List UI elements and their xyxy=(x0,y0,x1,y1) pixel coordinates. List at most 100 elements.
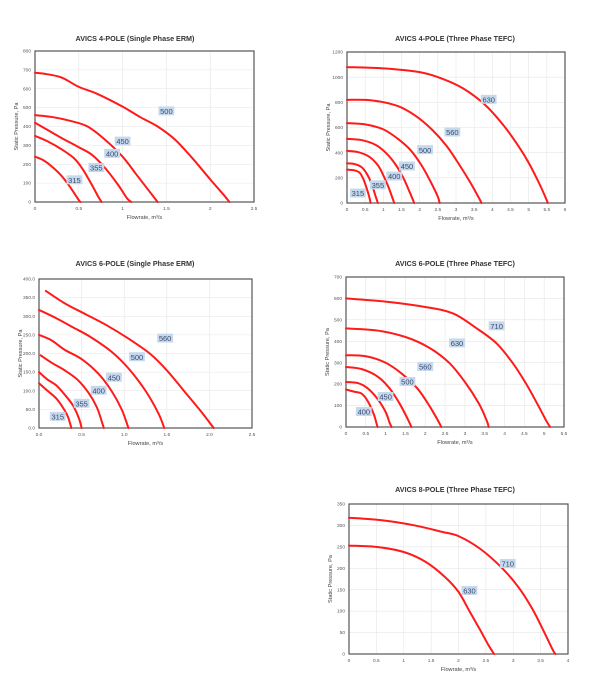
fan-curve-355 xyxy=(346,162,379,204)
x-tick-label: 0.5 xyxy=(362,207,369,213)
y-tick-label: 200 xyxy=(335,175,343,181)
x-tick-label: 0.5 xyxy=(373,658,380,664)
x-tick-label: 2.5 xyxy=(442,431,449,437)
y-tick-label: 0 xyxy=(28,200,31,206)
x-tick-label: 2.0 xyxy=(206,432,213,438)
series-label-bg xyxy=(399,161,415,171)
y-tick-label: 700 xyxy=(23,67,31,73)
series-label-400: 400 xyxy=(388,172,401,181)
series-label-bg xyxy=(73,398,90,408)
fan-curve-500 xyxy=(346,122,441,204)
series-label-710: 710 xyxy=(490,322,503,331)
x-tick-label: 4 xyxy=(491,207,494,213)
y-tick-label: 250 xyxy=(337,544,345,550)
y-tick-label: 400 xyxy=(334,339,342,345)
series-label-400: 400 xyxy=(92,386,105,395)
chart-c5: AVICS 8-POLE (Three Phase TEFC) 0 0.5 1 1.5 2… xyxy=(328,485,570,673)
chart-title: AVICS 6-POLE (Three Phase TEFC) xyxy=(395,259,515,268)
y-tick-label: 200 xyxy=(334,382,342,388)
series-label-bg xyxy=(369,180,386,190)
x-tick-label: 5.5 xyxy=(543,207,550,213)
fan-curve-710 xyxy=(345,297,552,428)
fan-curve-450 xyxy=(346,137,416,204)
y-tick-label: 200 xyxy=(337,566,345,572)
x-tick-label: 2.5 xyxy=(483,658,490,664)
fan-curve-400 xyxy=(345,388,379,428)
series-label-bg xyxy=(49,411,66,421)
fan-curve-630 xyxy=(345,327,490,428)
y-tick-label: 1000 xyxy=(332,75,343,81)
x-tick-label: 2.5 xyxy=(249,432,256,438)
x-tick-label: 0.0 xyxy=(36,432,43,438)
series-label-450: 450 xyxy=(401,162,414,171)
fan-curve-400 xyxy=(346,149,396,204)
fan-curve-450 xyxy=(345,381,393,428)
series-label-450: 450 xyxy=(379,393,392,402)
series-label-bg xyxy=(158,106,175,116)
y-tick-label: 150 xyxy=(337,587,345,593)
y-tick-label: 500 xyxy=(23,105,31,111)
series-label-bg xyxy=(488,321,505,331)
y-tick-label: 0 xyxy=(340,201,343,207)
x-tick-label: 0 xyxy=(345,431,348,437)
fan-curve-450 xyxy=(34,114,159,203)
y-tick-label: 0.0 xyxy=(28,426,35,432)
series-label-500: 500 xyxy=(401,378,414,387)
fan-curve-315 xyxy=(38,382,73,429)
y-tick-label: 0 xyxy=(339,425,342,431)
x-tick-label: 2.5 xyxy=(251,206,258,212)
x-tick-label: 3.5 xyxy=(481,431,488,437)
x-tick-label: 0.5 xyxy=(75,206,82,212)
series-label-bg xyxy=(106,372,122,382)
fan-curve-630 xyxy=(346,66,549,204)
chart-title: AVICS 8-POLE (Three Phase TEFC) xyxy=(395,485,515,494)
x-tick-label: 4 xyxy=(567,658,570,664)
series-label-bg xyxy=(449,338,465,348)
plot-frame xyxy=(38,278,253,429)
series-label-355: 355 xyxy=(90,164,103,173)
x-tick-label: 1 xyxy=(402,658,405,664)
x-tick-label: 1.5 xyxy=(398,207,405,213)
y-tick-label: 300 xyxy=(23,143,31,149)
y-tick-label: 600 xyxy=(335,125,343,131)
x-tick-label: 1.5 xyxy=(402,431,409,437)
y-tick-label: 350 xyxy=(337,502,345,508)
x-tick-label: 3.5 xyxy=(537,658,544,664)
series-label-500: 500 xyxy=(419,146,432,155)
series-label-bg xyxy=(350,188,366,198)
series-label-450: 450 xyxy=(116,137,129,146)
plot-frame xyxy=(348,503,569,655)
series-label-400: 400 xyxy=(106,149,119,158)
x-tick-label: 1.5 xyxy=(428,658,435,664)
y-tick-label: 100 xyxy=(337,609,345,615)
fan-curve-315 xyxy=(34,155,82,203)
series-label-bg xyxy=(399,377,416,386)
series-label-bg xyxy=(377,392,394,401)
fan-curve-500 xyxy=(345,366,413,428)
y-tick-label: 0 xyxy=(342,652,345,658)
y-tick-label: 50.0 xyxy=(26,407,36,413)
y-axis-label: Static Pressure, Pa xyxy=(328,554,334,603)
y-axis-label: Static Pressure, Pa xyxy=(325,327,331,376)
plot-frame xyxy=(346,51,566,204)
y-tick-label: 100 xyxy=(334,403,342,409)
fan-curve-500 xyxy=(38,308,166,429)
x-tick-label: 3 xyxy=(455,207,458,213)
series-label-bg xyxy=(444,127,461,137)
series-label-bg xyxy=(114,136,131,146)
fan-curve-355 xyxy=(38,371,83,429)
x-tick-label: 1 xyxy=(382,207,385,213)
x-tick-label: 0 xyxy=(34,206,37,212)
plot-frame xyxy=(345,276,565,428)
x-axis-label: Flowrate, m³/s xyxy=(438,216,474,222)
x-tick-label: 0.5 xyxy=(78,432,85,438)
series-label-bg xyxy=(417,145,434,155)
x-tick-label: 4 xyxy=(503,431,506,437)
series-label-560: 560 xyxy=(159,334,172,343)
series-label-315: 315 xyxy=(352,189,365,198)
y-tick-label: 700 xyxy=(334,275,342,281)
y-tick-label: 300 xyxy=(337,523,345,529)
series-label-315: 315 xyxy=(68,176,81,185)
chart-c2: AVICS 4-POLE (Three Phase TEFC) 0 0.5 1 1.5 2… xyxy=(326,34,567,222)
series-label-bg xyxy=(417,362,434,371)
